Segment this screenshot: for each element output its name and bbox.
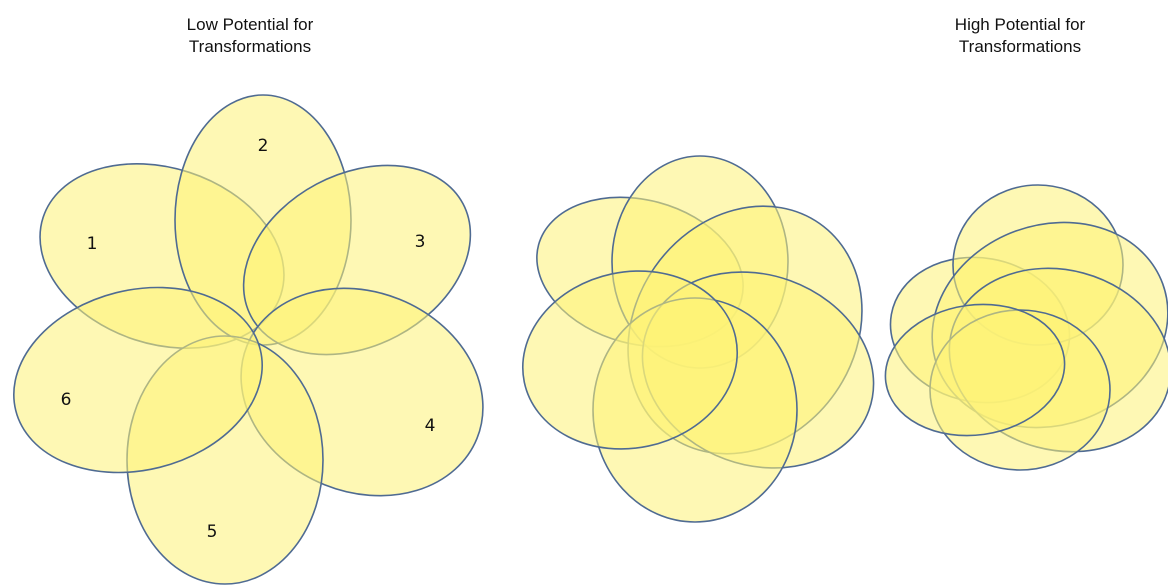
low-overlap-flower: 1 2 3 4 5 6 [13, 94, 484, 585]
medium-overlap-flower [521, 155, 875, 523]
low-potential-heading-line2: Transformations [188, 37, 312, 56]
high-potential-heading-line2: Transformations [958, 37, 1082, 56]
petal-label-1: 1 [87, 234, 98, 254]
high-potential-heading: High Potential for Transformations [920, 14, 1120, 58]
right-petal-6 [884, 303, 1066, 437]
petal-6 [13, 286, 263, 474]
low-potential-heading: Low Potential for Transformations [150, 14, 350, 58]
high-overlap-flower [884, 184, 1168, 471]
petal-label-3: 3 [415, 232, 426, 252]
high-potential-heading-line1: High Potential for [954, 15, 1086, 34]
petal-label-4: 4 [425, 416, 436, 436]
low-potential-heading-line1: Low Potential for [186, 15, 314, 34]
middle-petal-6 [521, 270, 739, 450]
petal-label-5: 5 [207, 522, 218, 542]
petal-label-2: 2 [258, 136, 269, 156]
petal-label-6: 6 [61, 390, 72, 410]
